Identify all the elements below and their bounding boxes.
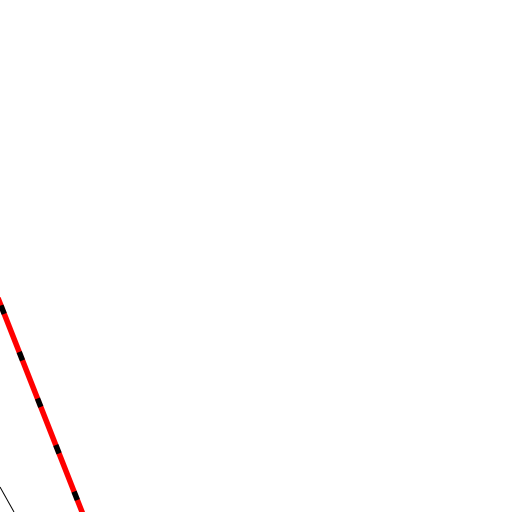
red-line: [0, 296, 86, 512]
thin-line: [0, 486, 15, 512]
